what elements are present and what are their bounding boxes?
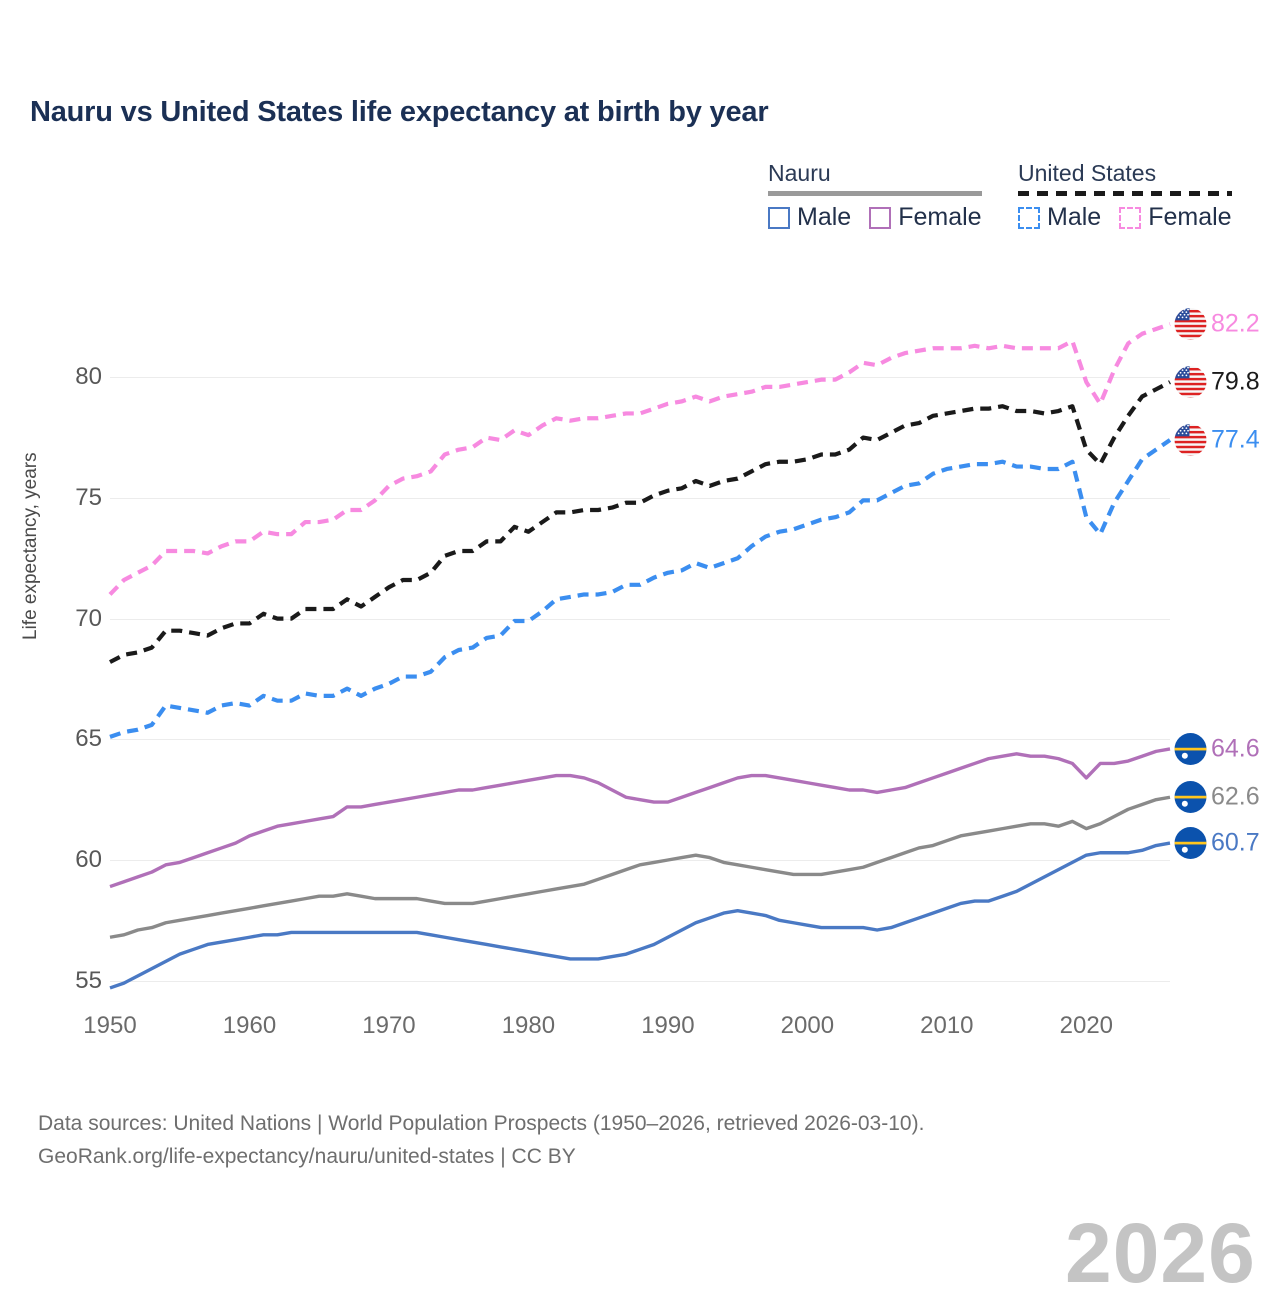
legend-label-us-female: Female: [1148, 203, 1232, 231]
y-tick-label: 60: [75, 846, 102, 873]
legend-item-nauru-male[interactable]: Male: [768, 205, 851, 230]
legend-swatch-nauru-male: [768, 206, 790, 229]
endpoint-nauru-total[interactable]: 62.6: [1174, 781, 1260, 814]
legend-swatch-us-male: [1018, 206, 1040, 229]
endpoint-value-us-total: 79.8: [1211, 367, 1260, 396]
x-tick-label: 1970: [362, 1012, 416, 1039]
gridline: [110, 497, 1170, 499]
series-lines: [108, 322, 1172, 990]
y-tick-label: 70: [75, 604, 102, 632]
y-tick-label: 80: [75, 363, 102, 391]
footer-line-2: GeoRank.org/life-expectancy/nauru/united…: [38, 1144, 576, 1168]
footer-line-1: Data sources: United Nations | World Pop…: [38, 1112, 925, 1135]
endpoint-nauru-male[interactable]: 60.7: [1174, 827, 1260, 860]
gridline: [110, 618, 1170, 620]
endpoint-value-nauru-total: 62.6: [1211, 782, 1260, 811]
endpoint-us-total[interactable]: 79.8: [1174, 366, 1260, 399]
endpoint-us-female[interactable]: 82.2: [1174, 308, 1260, 341]
endpoint-value-us-female: 82.2: [1211, 309, 1260, 338]
x-tick-label: 1990: [641, 1012, 695, 1039]
us-flag-icon: [1174, 308, 1207, 341]
legend-rule-nauru: [768, 191, 982, 196]
x-tick-label: 1950: [83, 1012, 137, 1039]
page-title: Nauru vs United States life expectancy a…: [30, 96, 769, 128]
nauru-flag-icon: [1174, 781, 1207, 814]
legend-swatch-us-female: [1119, 206, 1142, 229]
plot-area: 55 60 65 70 75 80 1950 1960 1970 1980 1990 2000 201…: [75, 300, 1260, 1300]
line-nauru-female: [109, 747, 1171, 889]
endpoint-nauru-female[interactable]: 64.6: [1174, 732, 1260, 765]
legend: Nauru Male Female United States Male: [760, 160, 1260, 240]
legend-group-united-states-label: United States: [1018, 160, 1157, 186]
line-united-states-total: [109, 380, 1171, 664]
line-nauru-total: [109, 795, 1171, 939]
x-tick-label: 1960: [222, 1012, 277, 1039]
footer: Data sources: United Nations | World Pop…: [38, 1108, 924, 1173]
x-tick-label: 2000: [780, 1012, 835, 1039]
x-tick-label: 1980: [501, 1012, 556, 1039]
legend-item-us-female[interactable]: Female: [1119, 203, 1232, 231]
gridline: [110, 860, 1170, 861]
y-tick-label: 75: [75, 483, 102, 511]
legend-item-nauru-female[interactable]: Female: [869, 203, 982, 231]
nauru-flag-icon: [1174, 827, 1207, 860]
y-tick-label: 65: [75, 725, 102, 753]
us-flag-icon: [1174, 424, 1207, 457]
gridline: [110, 377, 1170, 379]
legend-group-nauru-label: Nauru: [768, 160, 831, 186]
year-watermark: 2026: [1065, 1206, 1256, 1300]
legend-swatch-nauru-female: [869, 206, 892, 229]
line-nauru-male: [109, 841, 1171, 990]
legend-label-nauru-female: Female: [898, 203, 982, 231]
us-flag-icon: [1174, 366, 1207, 399]
endpoint-us-male[interactable]: 77.4: [1174, 424, 1260, 457]
legend-label-nauru-male: Male: [797, 203, 852, 231]
gridline: [110, 739, 1170, 741]
legend-rule-united-states: [1018, 191, 1232, 196]
endpoint-value-nauru-male: 60.7: [1211, 828, 1260, 857]
y-tick-label: 55: [75, 966, 102, 994]
legend-label-us-male: Male: [1047, 203, 1102, 231]
endpoint-value-nauru-female: 64.6: [1211, 734, 1260, 763]
x-tick-label: 2010: [920, 1012, 974, 1039]
y-axis-label: Life expectancy, years: [20, 452, 41, 640]
legend-group-nauru: Nauru Male Female: [768, 160, 982, 230]
line-united-states-male: [109, 438, 1172, 739]
nauru-flag-icon: [1174, 732, 1207, 765]
endpoint-value-us-male: 77.4: [1211, 425, 1260, 454]
legend-group-united-states: United States Male Female: [1018, 160, 1232, 230]
x-tick-label: 2020: [1059, 1012, 1114, 1039]
legend-item-us-male[interactable]: Male: [1018, 205, 1101, 230]
gridline: [110, 980, 1170, 982]
line-united-states-female: [108, 322, 1171, 596]
